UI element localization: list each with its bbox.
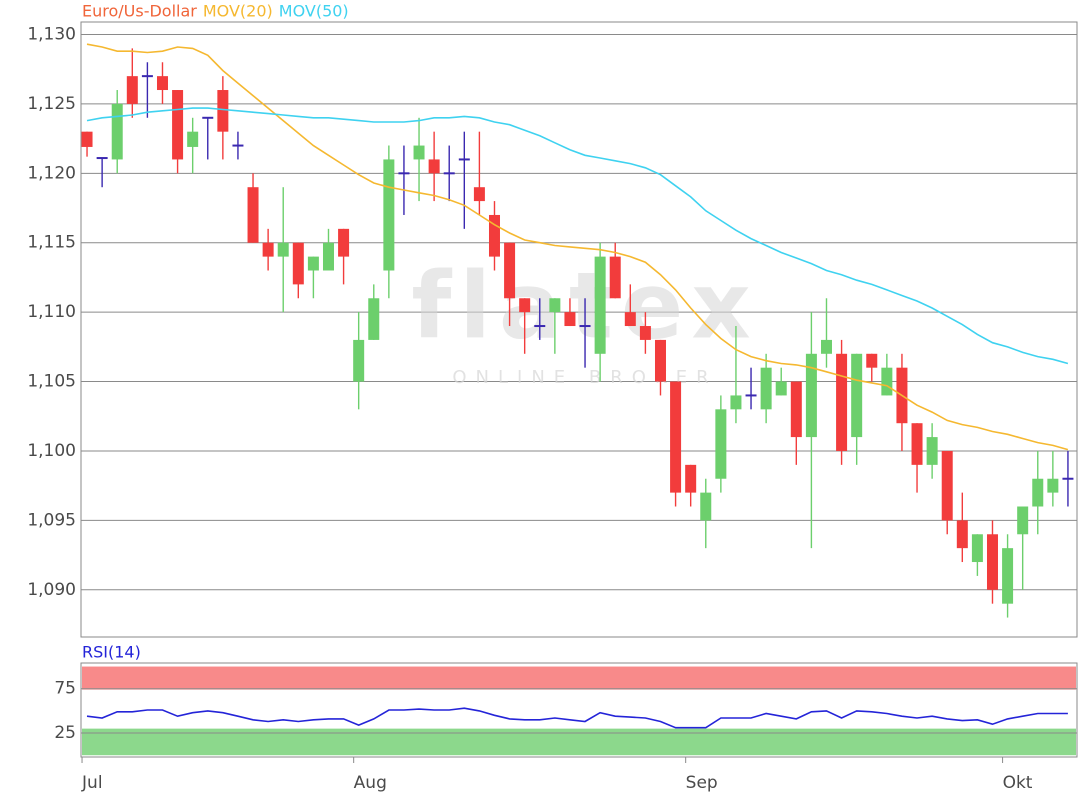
rsi-band	[82, 666, 1076, 690]
candle-body	[549, 298, 561, 313]
candle-body	[1017, 506, 1029, 535]
series-line	[86, 107, 1069, 365]
y-tick-label: 1,090	[27, 580, 76, 600]
candle-body	[820, 339, 832, 354]
y-tick-label: 1,095	[27, 510, 76, 530]
candle-body	[760, 367, 772, 410]
legend-entry: MOV(50)	[279, 2, 349, 21]
candle-body	[383, 159, 395, 271]
candle-body	[217, 90, 229, 132]
candle-body	[413, 145, 425, 160]
candle-body	[1002, 548, 1014, 604]
y-tick-label: 1,110	[27, 302, 76, 322]
candle-body	[564, 312, 576, 327]
x-tick-label: Sep	[686, 773, 718, 793]
series-line	[86, 43, 1069, 451]
candle-body	[1047, 478, 1059, 493]
y-tick-label: 1,130	[27, 24, 76, 44]
candle-body	[307, 256, 319, 271]
watermark-logo: flatex	[411, 252, 758, 359]
candle-body	[941, 450, 953, 521]
candle-body	[187, 131, 199, 147]
candle-body	[519, 298, 531, 313]
y-tick-label: 1,125	[27, 94, 76, 114]
candle-body	[670, 381, 682, 493]
candle-body	[685, 464, 697, 493]
candle-body	[911, 423, 923, 465]
candle-body	[851, 353, 863, 438]
rsi-plot-frame	[80, 662, 1078, 758]
candle-body	[609, 256, 621, 299]
legend-entry: Euro/Us-Dollar	[82, 2, 197, 21]
y-tick-label: 1,120	[27, 163, 76, 183]
candle-body	[730, 395, 742, 410]
candle-body	[368, 298, 380, 340]
price-plot-frame	[80, 21, 1078, 638]
x-tick-label: Jul	[81, 773, 103, 793]
candle-body	[881, 367, 893, 396]
candle-body	[338, 228, 350, 257]
candle-body	[700, 492, 712, 521]
candle-body	[156, 76, 168, 91]
candle-body	[473, 187, 485, 202]
candle-body	[956, 520, 968, 549]
candle-body	[986, 534, 998, 590]
candle-body	[428, 159, 440, 174]
candle-body	[488, 214, 500, 257]
candle-body	[790, 381, 802, 438]
y-tick-label: 1,115	[27, 233, 76, 253]
watermark-tagline: ONLINE BROKER	[452, 367, 717, 388]
candle-body	[971, 534, 983, 563]
candle-body	[594, 256, 606, 354]
y-tick-label: 1,100	[27, 441, 76, 461]
candle-body	[654, 339, 666, 382]
candle-body	[262, 242, 274, 257]
legend-entry: MOV(20)	[203, 2, 273, 21]
candle-body	[926, 437, 938, 465]
candle-body	[775, 381, 787, 396]
candle-body	[504, 242, 516, 299]
candle-body	[353, 339, 365, 382]
candle-body	[277, 242, 289, 257]
y-tick-label: 25	[54, 723, 76, 743]
candle-body	[836, 353, 848, 451]
y-tick-label: 75	[54, 679, 76, 699]
candle-body	[322, 242, 334, 271]
candle-body	[126, 76, 138, 104]
candle-body	[624, 312, 636, 327]
candle-body	[172, 90, 184, 160]
legend-entry: RSI(14)	[82, 643, 141, 662]
x-tick-label: Aug	[354, 773, 387, 793]
candle-body	[292, 242, 304, 285]
candle-body	[805, 353, 817, 438]
y-tick-label: 1,105	[27, 372, 76, 392]
candle-body	[715, 409, 727, 479]
candle-body	[81, 131, 93, 147]
candle-body	[639, 326, 651, 340]
candle-body	[866, 353, 878, 368]
candle-body	[111, 103, 123, 160]
candle-body	[247, 187, 259, 243]
candle-body	[1032, 478, 1044, 507]
x-tick-label: Okt	[1003, 773, 1033, 793]
series-line	[86, 707, 1068, 729]
price-plot-frame	[80, 21, 1078, 638]
